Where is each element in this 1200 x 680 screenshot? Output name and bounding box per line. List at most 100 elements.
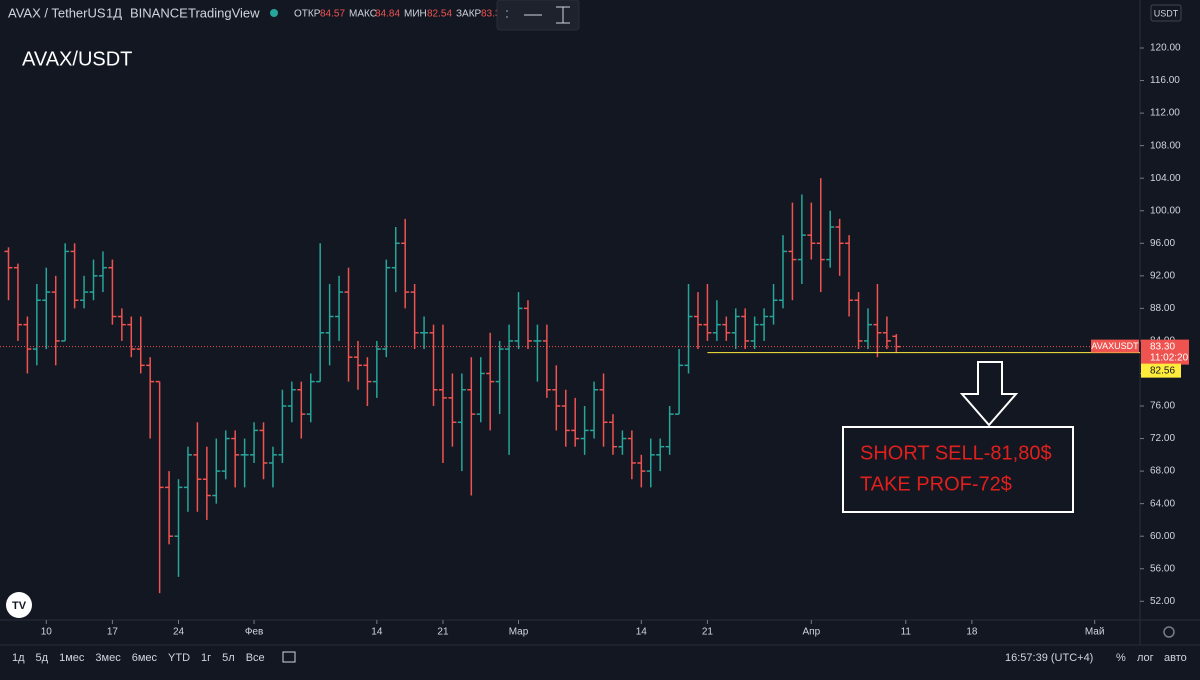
- ohlc-bar: [231, 430, 240, 488]
- high-value: 84.84: [375, 9, 400, 20]
- ohlc-bar: [741, 308, 750, 350]
- ohlc-bar: [627, 430, 636, 480]
- ohlc-bar: [117, 308, 126, 341]
- ohlc-bar: [760, 308, 769, 341]
- y-tick-label: 96.00: [1150, 238, 1175, 249]
- ohlc-bar: [703, 283, 712, 341]
- drawing-toolbar[interactable]: [496, 0, 580, 31]
- plot: [0, 178, 1140, 594]
- annotation: SHORT SELL-81,80$ TAKE PROF-72$: [842, 361, 1074, 513]
- y-tick-label: 52.00: [1150, 596, 1175, 607]
- ohlc-bar: [89, 259, 98, 301]
- symbol: AVAX / TetherUS: [8, 5, 106, 20]
- currency-button[interactable]: [1150, 4, 1182, 22]
- ohlc-bar: [13, 263, 22, 341]
- ohlc-bar: [608, 414, 617, 455]
- open-label: ОТКР: [294, 9, 321, 20]
- ohlc-bar: [552, 365, 561, 431]
- ohlc-bar: [51, 275, 60, 366]
- ohlc-bar: [561, 389, 570, 447]
- price-label-bg: [1141, 339, 1189, 365]
- x-tick-label: 24: [173, 627, 185, 638]
- auto-toggle[interactable]: авто: [1164, 652, 1187, 664]
- currency: USDT: [1154, 8, 1179, 18]
- ohlc-bar: [656, 438, 665, 472]
- range-button[interactable]: 1д: [12, 652, 25, 664]
- x-tick-label: Май: [1085, 627, 1105, 638]
- y-tick-label: 100.00: [1150, 205, 1181, 216]
- range-button[interactable]: 1мес: [59, 652, 85, 664]
- annotation-text: SHORT SELL-81,80$: [860, 442, 1052, 464]
- ohlc-bar: [523, 300, 532, 350]
- x-tick-label: 21: [437, 627, 449, 638]
- range-buttons[interactable]: 1д 5д 1мес 3мес 6мес YTD 1г 5л Все: [12, 652, 265, 664]
- ohlc-bar: [646, 438, 655, 488]
- ohlc-bar: [146, 357, 155, 439]
- range-button[interactable]: YTD: [168, 652, 190, 664]
- range-button[interactable]: Все: [246, 652, 265, 664]
- settings-icon[interactable]: [1163, 626, 1175, 638]
- x-tick-label: 14: [371, 627, 383, 638]
- y-tick-label: 88.00: [1150, 303, 1175, 314]
- percent-toggle[interactable]: %: [1116, 652, 1126, 664]
- interval: 1Д: [106, 5, 122, 20]
- ohlc-bar: [486, 332, 495, 431]
- ohlc-bar: [750, 316, 759, 350]
- exchange: BINANCE: [130, 5, 188, 20]
- logo-bg: [6, 592, 32, 618]
- price-name: AVAXUSDT: [1091, 341, 1139, 351]
- x-tick-label: 17: [107, 627, 119, 638]
- range-button[interactable]: 6мес: [132, 652, 158, 664]
- ohlc-bar: [306, 373, 315, 423]
- close-value: 83.3: [481, 9, 501, 20]
- level-label-bg: [1141, 363, 1181, 378]
- y-tick-label: 120.00: [1150, 43, 1181, 54]
- ohlc-bar: [174, 479, 183, 577]
- ohlc-bar: [4, 247, 13, 301]
- ohlc-bar: [136, 316, 145, 374]
- status-dot: [270, 9, 278, 17]
- ohlc-bar: [42, 267, 51, 350]
- ohlc-bar: [722, 316, 731, 341]
- x-tick-label: Мар: [509, 627, 529, 638]
- ohlc-bar: [892, 334, 901, 353]
- ohlc-bar: [769, 283, 778, 325]
- range-button[interactable]: 5л: [222, 652, 235, 664]
- y-tick-label: 64.00: [1150, 498, 1175, 509]
- ohlc-bar: [571, 397, 580, 447]
- x-tick-label: 11: [901, 627, 912, 638]
- range-button[interactable]: 3мес: [95, 652, 121, 664]
- annotation-box: [842, 426, 1074, 513]
- ohlc-bar: [250, 422, 259, 463]
- ohlc-bar: [675, 349, 684, 415]
- range-button[interactable]: 5д: [36, 652, 49, 664]
- ohlc-bar: [542, 324, 551, 398]
- range-button[interactable]: 1г: [201, 652, 211, 664]
- x-tick-label: 14: [636, 627, 648, 638]
- level-label: 82.56: [1150, 365, 1175, 376]
- x-tick-label: 10: [41, 627, 53, 638]
- ohlc-bar: [505, 324, 514, 455]
- date-range-icon[interactable]: [282, 651, 296, 663]
- ohlc-bar: [165, 471, 174, 545]
- ohlc-bar: [70, 243, 79, 309]
- ohlc-bar: [495, 340, 504, 415]
- ohlc-bar: [797, 194, 806, 284]
- ohlc-bar: [438, 324, 447, 463]
- y-tick-label: 76.00: [1150, 401, 1175, 412]
- ohlc-bar: [363, 357, 372, 407]
- ohlc-bar: [410, 283, 419, 350]
- ohlc-bar: [221, 430, 230, 480]
- ohlc-bar: [448, 373, 457, 447]
- ohlc-bar: [316, 243, 325, 383]
- ohlc-bar: [335, 275, 344, 341]
- tv-logo: TV: [6, 592, 32, 618]
- ohlc-bar: [684, 283, 693, 374]
- countdown: 11:02:20: [1150, 352, 1189, 363]
- ohlc-bar: [183, 446, 192, 512]
- ohlc-bar: [193, 422, 202, 512]
- x-tick-label: Фев: [245, 627, 263, 638]
- log-toggle[interactable]: лог: [1137, 652, 1154, 664]
- ohlc-bar: [476, 357, 485, 423]
